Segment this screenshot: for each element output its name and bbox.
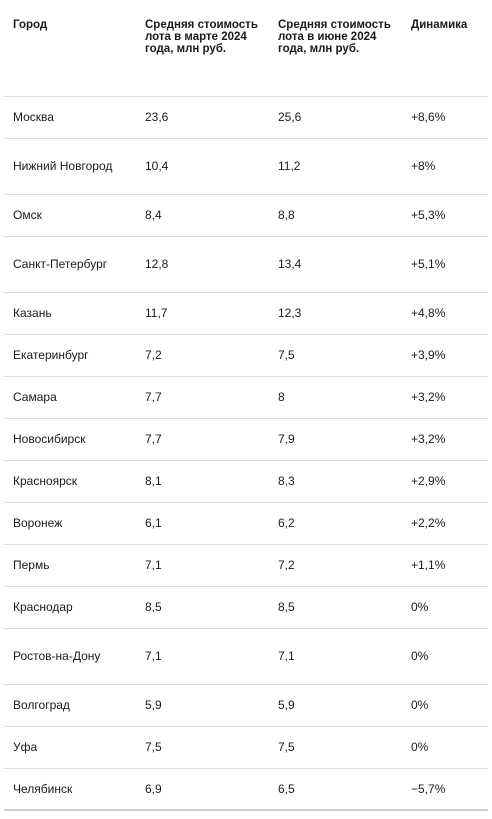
city-cell: Ростов-на-Дону — [13, 649, 101, 663]
change-cell: +5,3% — [411, 208, 446, 222]
change-cell: +3,9% — [411, 348, 446, 362]
march-price-cell: 7,1 — [145, 649, 162, 663]
city-cell: Новосибирск — [13, 432, 86, 446]
march-price-cell: 8,5 — [145, 600, 162, 614]
city-cell: Пермь — [13, 558, 50, 572]
june-price-cell: 7,5 — [278, 348, 295, 362]
change-cell: 0% — [411, 740, 429, 754]
june-price-cell: 7,5 — [278, 740, 295, 754]
table-row: Краснодар 8,5 8,5 0% — [4, 587, 488, 629]
march-price-cell: 7,5 — [145, 740, 162, 754]
table-row: Воронеж 6,1 6,2 +2,2% — [4, 503, 488, 545]
june-price-cell: 7,9 — [278, 432, 295, 446]
city-cell: Екатеринбург — [13, 348, 89, 362]
change-cell: +2,2% — [411, 516, 446, 530]
march-price-cell: 7,2 — [145, 348, 162, 362]
march-price-cell: 10,4 — [145, 159, 169, 173]
march-price-cell: 7,1 — [145, 558, 162, 572]
table-row: Омск 8,4 8,8 +5,3% — [4, 195, 488, 237]
city-cell: Красноярск — [13, 474, 78, 488]
table-row: Самара 7,7 8 +3,2% — [4, 377, 488, 419]
change-cell: +8% — [411, 159, 436, 173]
table-row: Нижний Новгород 10,4 11,2 +8% — [4, 139, 488, 195]
june-price-cell: 11,2 — [278, 159, 301, 173]
march-price-cell: 11,7 — [145, 306, 168, 320]
june-price-cell: 25,6 — [278, 110, 302, 124]
june-price-cell: 7,1 — [278, 649, 295, 663]
table-row: Пермь 7,1 7,2 +1,1% — [4, 545, 488, 587]
march-price-cell: 6,9 — [145, 781, 162, 796]
june-price-cell: 8,3 — [278, 474, 295, 488]
table-row: Новосибирск 7,7 7,9 +3,2% — [4, 419, 488, 461]
change-cell: +2,9% — [411, 474, 446, 488]
city-cell: Нижний Новгород — [13, 159, 113, 173]
march-price-cell: 6,1 — [145, 516, 162, 530]
price-table: Город Средняя стоимость лота в марте 202… — [4, 0, 488, 811]
table-row: Челябинск 6,9 6,5 −5,7% — [4, 769, 488, 811]
march-price-cell: 8,4 — [145, 208, 162, 222]
march-price-cell: 7,7 — [145, 432, 162, 446]
table-row: Москва 23,6 25,6 +8,6% — [4, 97, 488, 139]
change-cell: 0% — [411, 600, 429, 614]
table-row: Санкт-Петербург 12,8 13,4 +5,1% — [4, 237, 488, 293]
change-cell: −5,7% — [411, 781, 446, 796]
city-cell: Краснодар — [13, 600, 73, 614]
march-price-cell: 12,8 — [145, 257, 169, 271]
city-cell: Воронеж — [13, 516, 63, 530]
city-cell: Омск — [13, 208, 42, 222]
header-june-price: Средняя стоимость лота в июне 2024 года,… — [278, 19, 391, 55]
table-row: Екатеринбург 7,2 7,5 +3,9% — [4, 335, 488, 377]
city-cell: Челябинск — [13, 781, 73, 796]
march-price-cell: 5,9 — [145, 698, 162, 712]
june-price-cell: 6,2 — [278, 516, 295, 530]
june-price-cell: 5,9 — [278, 698, 295, 712]
june-price-cell: 6,5 — [278, 781, 295, 796]
change-cell: 0% — [411, 649, 429, 663]
change-cell: 0% — [411, 698, 429, 712]
june-price-cell: 12,3 — [278, 306, 302, 320]
city-cell: Москва — [13, 110, 54, 124]
june-price-cell: 8 — [278, 390, 285, 404]
table-row: Уфа 7,5 7,5 0% — [4, 727, 488, 769]
march-price-cell: 7,7 — [145, 390, 162, 404]
city-cell: Самара — [13, 390, 57, 404]
table-row: Ростов-на-Дону 7,1 7,1 0% — [4, 629, 488, 685]
june-price-cell: 13,4 — [278, 257, 302, 271]
table-row: Красноярск 8,1 8,3 +2,9% — [4, 461, 488, 503]
change-cell: +8,6% — [411, 110, 446, 124]
june-price-cell: 7,2 — [278, 558, 295, 572]
city-cell: Волгоград — [13, 698, 70, 712]
change-cell: +1,1% — [411, 558, 446, 572]
march-price-cell: 23,6 — [145, 110, 169, 124]
table-header-row: Город Средняя стоимость лота в марте 202… — [4, 0, 488, 97]
june-price-cell: 8,8 — [278, 208, 295, 222]
table-row: Казань 11,7 12,3 +4,8% — [4, 293, 488, 335]
change-cell: +5,1% — [411, 257, 446, 271]
header-change: Динамика — [411, 19, 468, 31]
header-city: Город — [13, 19, 48, 31]
march-price-cell: 8,1 — [145, 474, 162, 488]
change-cell: +4,8% — [411, 306, 446, 320]
change-cell: +3,2% — [411, 390, 446, 404]
header-march-price: Средняя стоимость лота в марте 2024 года… — [145, 19, 258, 55]
table-row: Волгоград 5,9 5,9 0% — [4, 685, 488, 727]
city-cell: Казань — [13, 306, 52, 320]
city-cell: Уфа — [13, 740, 38, 754]
change-cell: +3,2% — [411, 432, 446, 446]
city-cell: Санкт-Петербург — [13, 257, 108, 271]
june-price-cell: 8,5 — [278, 600, 295, 614]
